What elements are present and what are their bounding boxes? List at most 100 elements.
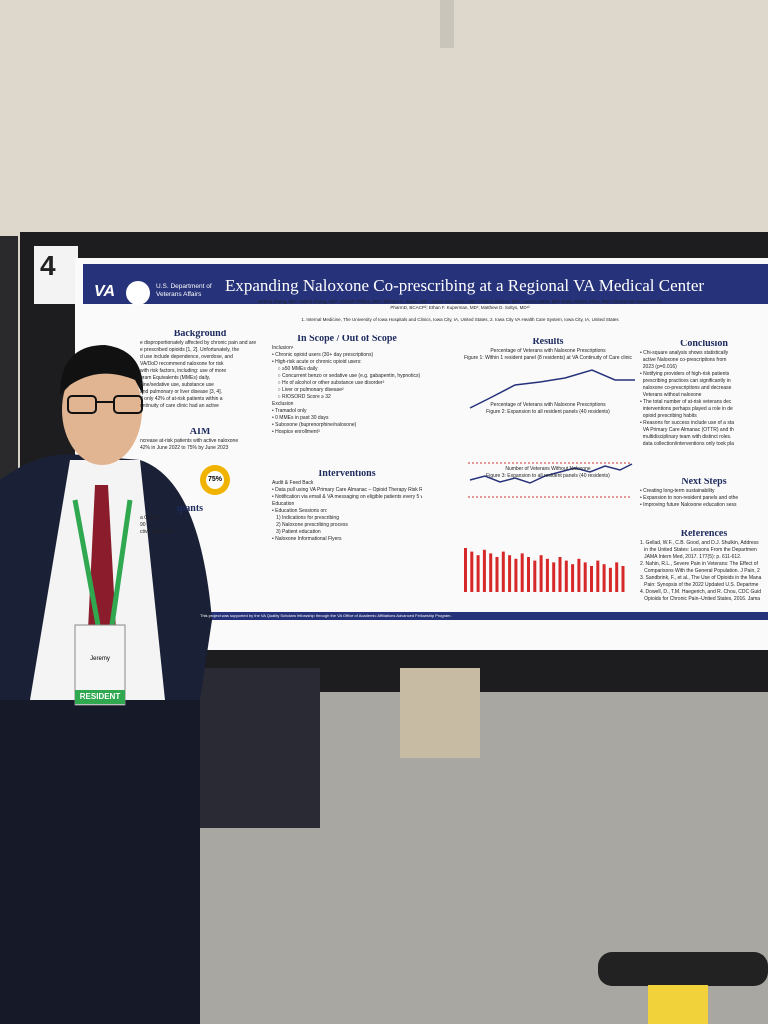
- section-line: with risk factors, including: use of mor…: [140, 368, 227, 374]
- bar: [558, 557, 562, 592]
- section-line: JAMA Intern Med, 2017. 177(5): p. 611-61…: [640, 554, 742, 560]
- hair: [60, 345, 144, 395]
- number-card: [34, 246, 78, 304]
- section-line: • Hospice enrollment³: [272, 429, 320, 435]
- bar: [514, 558, 518, 592]
- bar: [476, 555, 480, 592]
- section-line: ○ Liver or pulmonary disease²: [272, 387, 344, 393]
- footer: This project was supported by the VA Qua…: [200, 613, 452, 618]
- bar: [621, 566, 625, 592]
- section-line: 1) Indications for prescribing: [272, 515, 339, 521]
- bar: [596, 560, 600, 592]
- section-line: 42% in June 2022 to 75% by June 2023: [140, 445, 229, 451]
- va-logo: VA: [94, 283, 116, 300]
- face: [62, 355, 142, 465]
- section: Interventions Audit & Feed Back • Data pul…: [272, 470, 422, 590]
- section-line: 1. Gellad, W.F., C.B. Good, and D.J. Shu…: [640, 540, 759, 546]
- section-line: Exclusion: [272, 401, 294, 407]
- figure-2: [469, 463, 633, 484]
- section-line: • Chi-square analysis shows statisticall…: [640, 350, 729, 356]
- bar: [464, 548, 467, 592]
- section-line: • Data pull using VA Primary Care Almana…: [272, 487, 422, 493]
- section: Results Percentage of Veterans with Nalox…: [458, 338, 638, 610]
- section-line: naloxone co-prescriptions and decrease: [640, 385, 732, 391]
- section-line: • Chronic opioid users (30+ day prescrip…: [272, 352, 374, 358]
- donut-hole: [206, 471, 224, 489]
- lanyard: [72, 499, 133, 626]
- section-heading: Background: [173, 330, 227, 339]
- section-line: Audit & Feed Back: [272, 480, 314, 486]
- donut-label: 75%: [207, 476, 222, 483]
- section-line: Opioids for Chronic Pain–United States, …: [640, 596, 761, 602]
- poster-tube: [598, 952, 768, 986]
- badge-name: Jeremy: [90, 656, 110, 662]
- section-line: d only 42% of at-risk patients within a: [140, 396, 223, 402]
- va-seal: [126, 281, 150, 305]
- section-heading: AIM: [189, 428, 211, 437]
- section-line: • 0 MMEs in past 30 days: [272, 415, 329, 421]
- section-line: Veterans without naloxone: [640, 392, 702, 398]
- bar: [508, 555, 512, 592]
- poster-title: Expanding Naloxone Co-prescribing at a R…: [225, 276, 705, 295]
- section-line: Percentage of Veterans with Naloxone Pre…: [490, 348, 606, 354]
- bar: [615, 562, 619, 592]
- bar: [571, 564, 575, 592]
- section-line: 2023 (p=0.016): [640, 364, 677, 370]
- section-line: d use include dependence, overdose, and: [140, 354, 233, 360]
- agency: U.S. Department of Veterans Affairs: [156, 283, 212, 298]
- section-heading: Conclusion: [680, 340, 728, 349]
- section-line: VA Primary Care Almanac (OTTR) and th: [640, 427, 734, 433]
- section-line: 90: [140, 522, 146, 528]
- section: ipants a Glance 90 ctive Opioid Rx: [140, 505, 240, 565]
- section-heading: In Scope / Out of Scope: [297, 335, 397, 344]
- section-line: • Notification via email & VA messaging …: [272, 494, 422, 500]
- section-line: ontinuity of care clinic had an active: [140, 403, 219, 409]
- bar: [482, 549, 486, 592]
- bar: [520, 553, 524, 592]
- background-legs: [400, 668, 480, 758]
- section-line: ctive Opioid Rx: [140, 529, 174, 535]
- section-line: Pain: Synopsis of the 2022 Updated U.S. …: [640, 582, 759, 588]
- section-line: and pulmonary or liver disease [3, 4].: [140, 389, 222, 395]
- section-line: prescribing practices can significantly …: [640, 378, 731, 384]
- figure-1: [469, 369, 635, 409]
- bar: [552, 562, 556, 592]
- section-line: 3) Patient education: [272, 529, 321, 535]
- section: Conclusion • Chi-square analysis shows st…: [640, 340, 768, 470]
- snack-bag: [648, 985, 708, 1024]
- section-line: Education: [272, 501, 295, 507]
- section-line: in the United States: Lessons From the D…: [640, 547, 757, 553]
- bar: [527, 557, 530, 592]
- section-line: a Glance: [140, 515, 161, 521]
- section: Background e disproportionately affected …: [140, 330, 260, 420]
- bar: [608, 567, 612, 592]
- section-line: interventions perhaps played a role in d…: [640, 406, 733, 412]
- section-line: • Reasons for success include use of a s…: [640, 420, 735, 426]
- section-line: Figure 3: Expansion to all resident pane…: [486, 473, 610, 479]
- section-line: • Naloxone Informational Flyers: [272, 536, 342, 542]
- section-line: Figure 2: Expansion to all resident pane…: [486, 409, 610, 415]
- section-line: gram Equivalents (MMEs) daily,: [140, 375, 211, 381]
- section-line: 2. Nahin, R.L., Severe Pain in Veterans:…: [640, 561, 758, 567]
- glasses: [67, 395, 143, 414]
- section: References 1. Gellad, W.F., C.B. Good, an…: [640, 530, 768, 610]
- section-heading: References: [680, 530, 728, 539]
- section-line: • Education Sessions on:: [272, 508, 328, 514]
- section-line: • Notifying providers of high-risk patie…: [640, 371, 730, 377]
- bar: [577, 558, 581, 592]
- section-heading: Results: [532, 338, 564, 347]
- poster-number: 4: [40, 250, 56, 281]
- section-line: • Suboxone (buprenorphine/naloxone): [272, 422, 357, 428]
- section-heading: ipants: [176, 505, 204, 514]
- bar: [470, 551, 474, 592]
- background-people: [180, 668, 320, 828]
- bar: [602, 564, 606, 592]
- bar: [545, 558, 549, 592]
- figure-3: [464, 548, 625, 592]
- bar: [539, 555, 543, 592]
- bar: [564, 560, 568, 592]
- bar: [533, 560, 537, 592]
- section: In Scope / Out of Scope Inclusion¹ • Chron…: [272, 335, 422, 465]
